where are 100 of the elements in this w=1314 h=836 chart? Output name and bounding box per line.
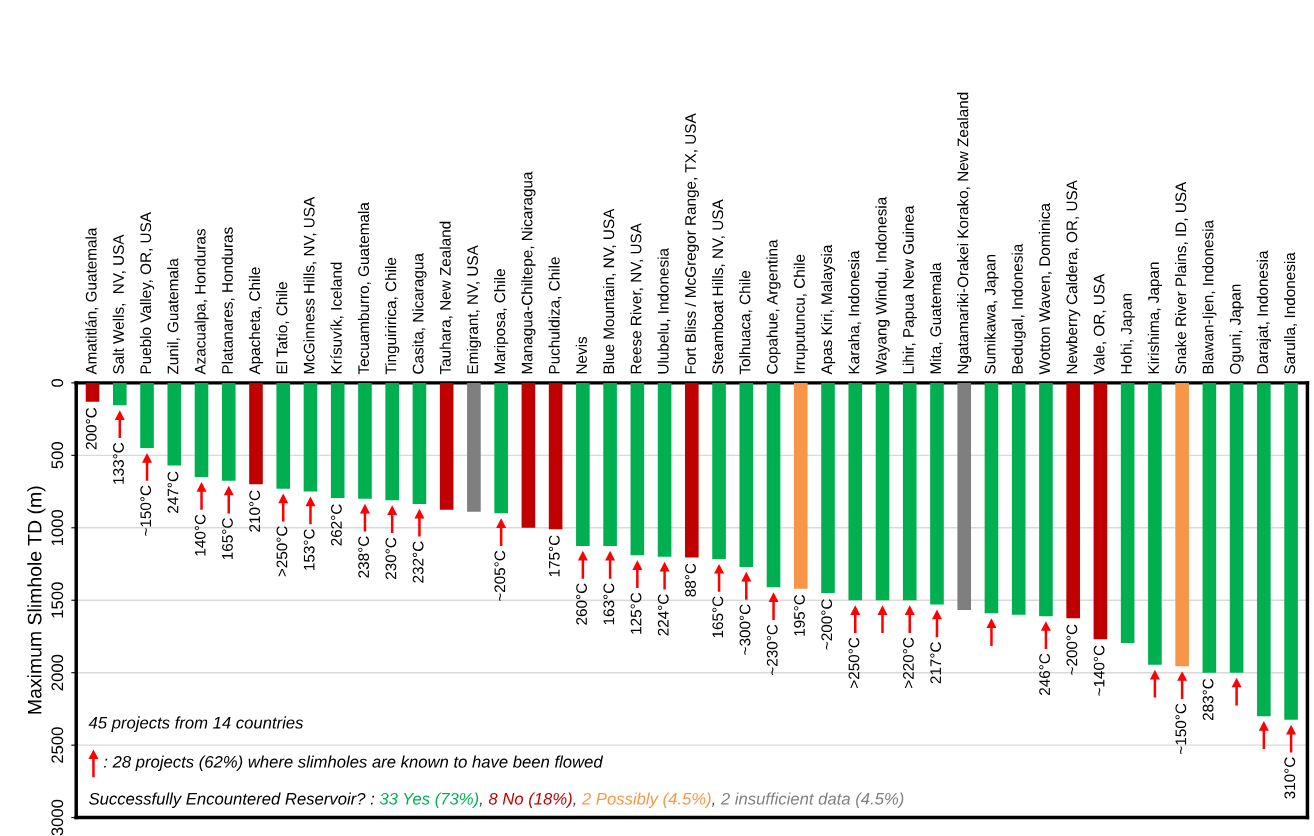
x-tick-label: Salt Wells, NV, USA — [112, 234, 126, 374]
text: ~140°C — [1093, 645, 1105, 696]
x-tick-label: Managua-Chiltepe, Nicaragua — [521, 171, 536, 374]
text: ~150°C — [1175, 703, 1187, 754]
bar — [221, 382, 236, 481]
text: 165°C — [712, 596, 724, 638]
text: 88°C — [685, 563, 696, 597]
text: 125°C — [630, 592, 642, 634]
x-tick-label: Darajat, Indonesia — [1256, 250, 1271, 374]
text: , — [711, 802, 715, 807]
bar — [1148, 382, 1162, 665]
x-tick-label: Ngatamariki-Orakei Korako, New Zealand — [957, 92, 972, 374]
annotation: 45 projects from 14 countries — [88, 716, 304, 732]
x-tick-label: Steamboat Hills, NV, USA — [711, 199, 725, 374]
text: 224°C — [657, 594, 669, 636]
text: 2 insufficient data (4.5%) — [720, 792, 904, 808]
y-tick-label: 1000 — [51, 509, 64, 546]
x-tick-label: Snake River Plains, ID, USA — [1175, 181, 1189, 374]
y-axis-title: Maximum Slimhole TD (m) — [27, 486, 46, 714]
bar — [330, 382, 345, 499]
legend-title: Successfully Encountered Reservoir? : — [89, 792, 375, 808]
x-tick-label: Vale, OR, USA — [1093, 273, 1107, 375]
text: 210°C — [249, 490, 261, 532]
text: 133°C — [113, 442, 124, 484]
bar — [957, 382, 972, 610]
x-tick-label: Ulubelu, Indonesia — [657, 248, 671, 374]
bar — [1257, 382, 1271, 717]
x-tick-label: Emigrant, NV, USA — [466, 245, 482, 374]
y-tick-label: 500 — [51, 442, 64, 469]
text: 262°C — [330, 504, 342, 546]
bar — [521, 382, 536, 528]
x-tick-label: Amatitlán, Guatemala — [85, 227, 99, 375]
bar — [930, 382, 944, 605]
y-tick-label: 2000 — [51, 654, 64, 691]
x-tick-label: Apas Kiri, Malaysia — [820, 244, 836, 375]
y-tick-label: 3000 — [51, 799, 64, 836]
text: 165°C — [222, 518, 233, 560]
x-tick-label: Blawan-Ijen, Indonesia — [1202, 219, 1217, 374]
x-tick-label: Hohi, Japan — [1120, 294, 1135, 374]
bar — [167, 382, 182, 466]
text: 283°C — [1202, 678, 1214, 721]
text: ~200°C — [821, 599, 833, 650]
annotation: , — [479, 802, 482, 807]
bar — [1284, 382, 1298, 720]
bar — [194, 382, 209, 478]
text: , — [573, 802, 576, 807]
text: 260°C — [576, 583, 587, 625]
x-tick-label: Apacheta, Chile — [248, 267, 264, 375]
text: 217°C — [930, 642, 942, 684]
x-tick-label: Tolhuaca, Chile — [739, 270, 753, 375]
text: 200°C — [85, 407, 97, 450]
bar — [467, 382, 481, 512]
bar — [85, 382, 100, 402]
bar — [1066, 382, 1080, 619]
x-tick-label: Irruputuncu, Chile — [793, 254, 808, 374]
x-tick-label: Lihir, Papua New Guinea — [902, 205, 917, 374]
x-tick-label: Karaha, Indonesia — [848, 250, 862, 374]
bar — [576, 382, 590, 546]
bar — [412, 382, 427, 504]
x-tick-label: McGinness Hills, NV, USA — [303, 196, 317, 374]
bar — [358, 382, 372, 499]
text: 175°C — [548, 535, 560, 577]
text: 232°C — [412, 541, 424, 583]
bar — [494, 382, 508, 514]
bar — [793, 382, 808, 589]
x-tick-label: Bedugal, Indonesia — [1011, 243, 1026, 374]
bar — [821, 382, 835, 593]
bar — [984, 382, 999, 614]
bar — [303, 382, 318, 492]
text: 230°C — [385, 537, 397, 580]
x-tick-label: Kirishima, Japan — [1147, 262, 1163, 374]
bar — [902, 382, 917, 601]
text: 153°C — [303, 529, 315, 570]
x-tick-label: Pueblo Valley, OR, USA — [139, 212, 155, 374]
bar — [1039, 382, 1053, 617]
bar — [1093, 382, 1108, 640]
bar — [1120, 382, 1135, 643]
x-tick-label: Tauhara, New Zealand — [439, 221, 453, 375]
text: ~200°C — [1066, 624, 1078, 675]
text: 33 Yes (73%) — [379, 792, 479, 808]
bar — [385, 382, 399, 501]
text: ~230°C — [766, 624, 778, 675]
x-tick-label: Sarulla, Indonesia — [1283, 252, 1297, 374]
x-tick-label: Tecuamburro, Guatemala — [357, 202, 371, 375]
bar — [1202, 382, 1217, 673]
bar — [766, 382, 781, 588]
text: 238°C — [358, 536, 370, 578]
y-tick-label: 1500 — [51, 582, 64, 618]
x-tick-label: Casita, Nicaragua — [412, 253, 427, 374]
bar — [630, 382, 645, 556]
x-tick-label: Reese River, NV, USA — [630, 223, 644, 374]
bar — [112, 382, 127, 406]
x-tick-label: El Tatio, Chile — [276, 282, 290, 374]
bar — [603, 382, 617, 546]
x-tick-label: Newberry Caldera, OR, USA — [1066, 180, 1081, 374]
bar — [685, 382, 699, 558]
text: ~150°C — [140, 485, 152, 536]
x-tick-label: Tinguiririca, Chile — [385, 257, 400, 375]
y-tick-label: 0 — [51, 378, 64, 387]
text: 8 No (18%) — [488, 792, 572, 808]
